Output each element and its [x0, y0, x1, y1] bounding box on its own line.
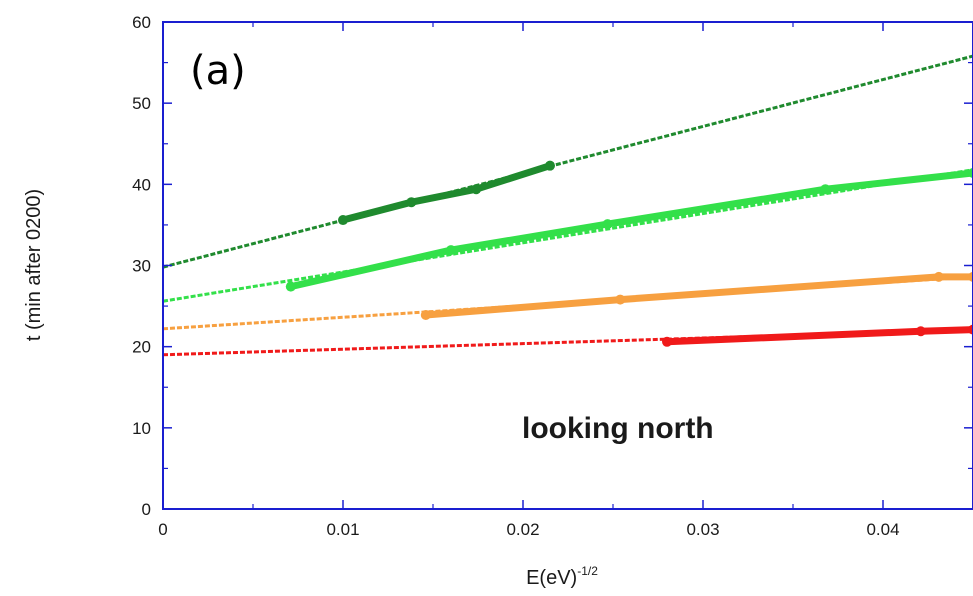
x-axis-title-exponent: -1/2	[577, 564, 598, 578]
series-3	[162, 271, 973, 331]
y-axis-title: t (min after 0200)	[23, 189, 45, 341]
data-point	[615, 294, 626, 305]
x-axis-title: E(eV)-1/2	[526, 564, 598, 589]
x-tick-label: 0	[158, 520, 167, 539]
data-segment	[663, 326, 973, 346]
series-4	[162, 324, 973, 357]
data-point	[968, 167, 973, 178]
x-tick-label: 0.02	[506, 520, 539, 539]
data-point	[446, 245, 456, 256]
data-point	[285, 281, 296, 292]
data-point	[471, 184, 482, 195]
data-segment	[287, 169, 973, 291]
y-tick-label: 40	[132, 175, 151, 194]
data-point	[406, 197, 417, 208]
data-point	[602, 219, 613, 230]
y-tick-label: 0	[142, 500, 151, 519]
data-point	[420, 310, 431, 321]
fit-line	[162, 168, 973, 303]
y-tick-label: 10	[132, 419, 151, 438]
data-point	[933, 271, 944, 282]
x-axis-title-base: E(eV)	[526, 567, 577, 589]
x-tick-label: 0.03	[686, 520, 719, 539]
data-point	[662, 336, 672, 347]
data-point	[338, 215, 348, 226]
y-tick-label: 20	[132, 338, 151, 357]
data-point	[968, 324, 973, 335]
y-tick-label: 60	[132, 13, 151, 32]
ticks-layer: 0 0.01 0.02 0.03 0.04 0 10 20 30 40 50 60	[132, 13, 973, 539]
data-segment	[422, 273, 973, 319]
annotation-looking-north: looking north	[522, 412, 714, 445]
panel-label: (a)	[190, 48, 246, 94]
y-tick-label: 30	[132, 257, 151, 276]
data-point	[968, 271, 973, 282]
x-tick-label: 0.01	[326, 520, 359, 539]
data-point	[545, 160, 555, 171]
series-2	[162, 167, 973, 303]
series-1	[162, 54, 973, 269]
data-segment	[339, 162, 554, 224]
x-tick-label: 0.04	[866, 520, 899, 539]
data-point	[820, 184, 831, 195]
data-point	[915, 326, 926, 337]
fit-line	[162, 54, 973, 269]
y-tick-label: 50	[132, 94, 151, 113]
series-layer	[162, 54, 973, 357]
